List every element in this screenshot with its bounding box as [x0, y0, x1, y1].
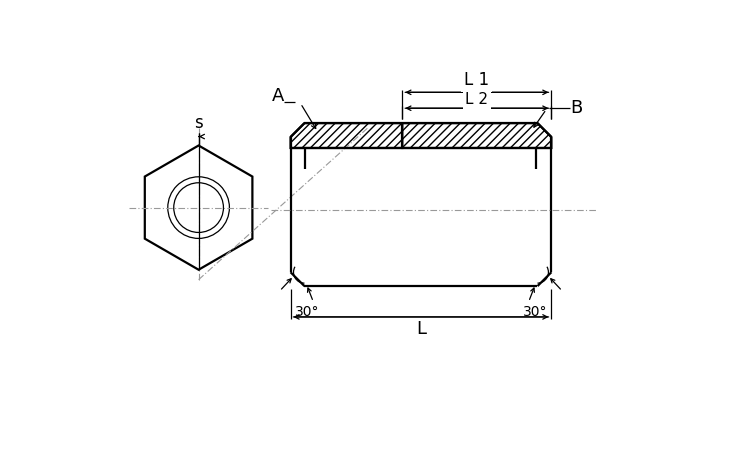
- Text: B: B: [570, 99, 583, 117]
- Text: s: s: [194, 114, 203, 132]
- Text: 30°: 30°: [295, 305, 320, 319]
- Text: L: L: [416, 320, 426, 338]
- Text: L 1: L 1: [464, 71, 490, 89]
- Text: 30°: 30°: [523, 305, 548, 319]
- Polygon shape: [290, 123, 402, 148]
- Text: A: A: [272, 87, 284, 105]
- Polygon shape: [402, 123, 551, 148]
- Text: L 2: L 2: [465, 92, 488, 107]
